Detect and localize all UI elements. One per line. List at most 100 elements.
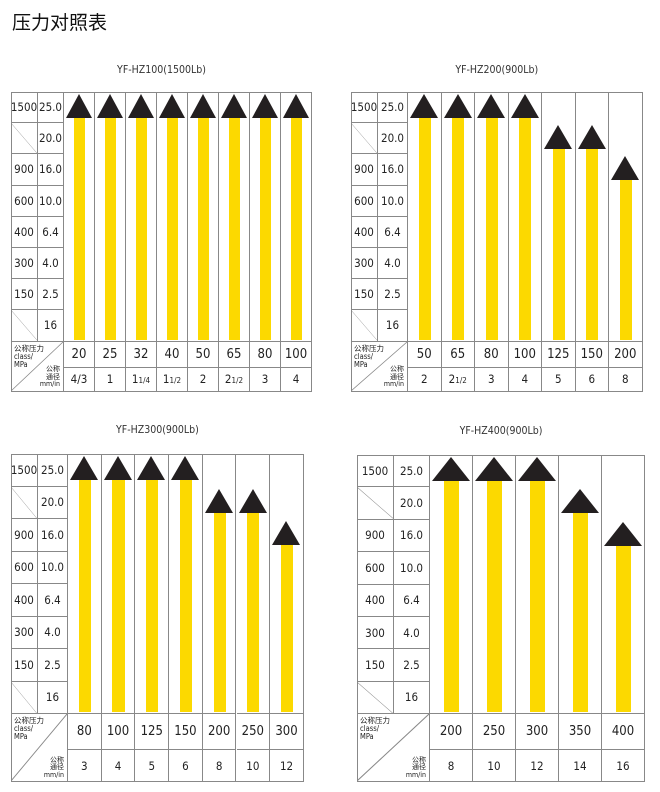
- dn-inch-value: 3: [261, 372, 269, 387]
- value-column: [236, 454, 271, 714]
- dn-inch-cell: 14: [559, 750, 602, 783]
- dn-inch-value: 2: [199, 372, 207, 387]
- arrowhead-icon: [604, 521, 642, 546]
- class-label-cell: 400: [11, 216, 38, 248]
- value-column: [542, 92, 576, 342]
- dn-mm-cell: 125: [135, 714, 170, 750]
- dn-inch-value: 5: [148, 758, 156, 773]
- class-label-cell: 900: [11, 154, 38, 186]
- pressure-arrow-bar: [197, 118, 210, 340]
- dn-mm-cell: 200: [202, 714, 237, 750]
- pressure-arrow-bar: [280, 545, 294, 712]
- diagonal-line: [351, 123, 377, 154]
- diagonal-line: [351, 341, 407, 391]
- class-label-cell: 1500: [357, 455, 394, 488]
- header-text: MPa: [354, 359, 368, 369]
- pressure-arrow-bar: [135, 118, 148, 340]
- dn-inch-value: 6: [588, 372, 596, 387]
- pressure-arrow-bar: [452, 118, 465, 340]
- dn-mm-cell: 20: [64, 341, 95, 368]
- class-label-cell: 900: [11, 519, 38, 552]
- value-column: [475, 92, 509, 342]
- dn-inch-value: 10: [246, 758, 260, 773]
- dn-mm-cell: 250: [236, 714, 271, 750]
- dn-inch-cell: 4: [508, 367, 542, 392]
- arrowhead-icon: [443, 94, 472, 118]
- value-column: [408, 92, 442, 342]
- mpa-label-cell: 16: [38, 310, 64, 342]
- dn-inch-value: 4: [292, 372, 300, 387]
- dn-mm-cell: 25: [95, 341, 126, 368]
- value-column: [188, 92, 219, 342]
- header-text: class/: [14, 724, 34, 733]
- header-text: 公称: [390, 365, 404, 374]
- dn-inch-cell: 5: [135, 750, 170, 782]
- pressure-table: YF-HZ400(900Lb) 1500 25.0 20.0 900 16.0 600 10.…: [357, 425, 645, 783]
- dn-mm-cell: 400: [602, 714, 645, 751]
- class-label-cell: 900: [351, 154, 378, 186]
- header-text: 公称: [46, 365, 60, 374]
- mpa-label-cell: 16.0: [394, 519, 430, 553]
- dn-inch-cell: 3: [68, 750, 102, 782]
- diagonal-line: [357, 487, 393, 519]
- dn-inch-cell: 5: [542, 367, 576, 392]
- diameter-header-label: 公称 通径 mm/in: [406, 756, 429, 782]
- pressure-arrow-bar: [519, 118, 532, 340]
- pressure-arrow-bar: [586, 149, 599, 340]
- dn-inch-value: 8: [621, 372, 629, 387]
- dn-mm-cell: 65: [219, 341, 250, 368]
- arrowhead-icon: [190, 94, 216, 118]
- pressure-header-label: 公称压力 class/MPa: [357, 714, 390, 741]
- class-label-cell: 1500: [11, 92, 38, 124]
- class-label-cell: [11, 310, 38, 342]
- pressure-arrow-bar: [418, 118, 431, 340]
- class-label-cell: 400: [11, 584, 38, 617]
- diameter-header-label: 公称 通径 mm/in: [384, 366, 407, 391]
- value-column: [508, 92, 542, 342]
- diagonal-line: [11, 681, 37, 713]
- pressure-arrow-bar: [619, 180, 632, 340]
- dn-inch-value: 3: [487, 372, 495, 387]
- pressure-arrow-bar: [213, 512, 226, 712]
- mpa-label-cell: 10.0: [38, 551, 68, 584]
- dn-inch-cell: 11/2: [157, 367, 188, 392]
- value-column: [575, 92, 609, 342]
- footer-header-cell: 公称压力 class/MPa 公称 通径 mm/in: [11, 714, 68, 782]
- pressure-arrow-bar: [166, 118, 179, 340]
- dn-inch-cell: 21/2: [441, 367, 475, 392]
- dn-inch-value: 16: [616, 758, 630, 773]
- dn-inch-value: 2: [420, 372, 428, 387]
- class-label-cell: 150: [11, 279, 38, 311]
- mpa-label-cell: 16: [38, 681, 68, 714]
- page-title: 压力对照表: [12, 12, 108, 34]
- class-label-cell: 1500: [351, 92, 378, 124]
- mpa-label-cell: 25.0: [394, 455, 430, 488]
- class-label-cell: 600: [351, 185, 378, 217]
- pressure-header-label: 公称压力 class/MPa: [11, 714, 44, 741]
- pressure-table: YF-HZ100(1500Lb) 1500 25.0 20.0 900 16.0 600 10…: [11, 64, 312, 392]
- dn-inch-cell: 8: [430, 750, 473, 783]
- mpa-label-cell: 6.4: [378, 216, 408, 248]
- dn-inch-value: 4/3: [70, 372, 88, 387]
- value-column: [202, 454, 237, 714]
- diagonal-line: [351, 310, 377, 341]
- pressure-header-label: 公称压力 class/MPa: [11, 342, 44, 369]
- dn-inch-cell: 10: [473, 750, 516, 783]
- mpa-label-cell: 16.0: [38, 519, 68, 552]
- mpa-label-cell: 2.5: [38, 649, 68, 682]
- arrowhead-icon: [238, 488, 267, 513]
- pressure-arrow-bar: [485, 118, 498, 340]
- header-text: 通径: [412, 763, 426, 772]
- arrowhead-icon: [475, 457, 513, 481]
- diagonal-line: [357, 714, 429, 782]
- pressure-arrow-bar: [247, 512, 260, 712]
- dn-inch-cell: 21/2: [219, 367, 250, 392]
- dn-inch-value: 21/2: [448, 372, 467, 387]
- arrowhead-icon: [252, 94, 278, 118]
- dn-inch-value: 10: [487, 758, 501, 773]
- dn-inch-cell: 6: [575, 367, 609, 392]
- dn-inch-value: 11/4: [131, 372, 151, 387]
- header-text: MPa: [360, 732, 374, 742]
- mpa-label-cell: 10.0: [378, 185, 408, 217]
- pressure-arrow-bar: [552, 149, 565, 340]
